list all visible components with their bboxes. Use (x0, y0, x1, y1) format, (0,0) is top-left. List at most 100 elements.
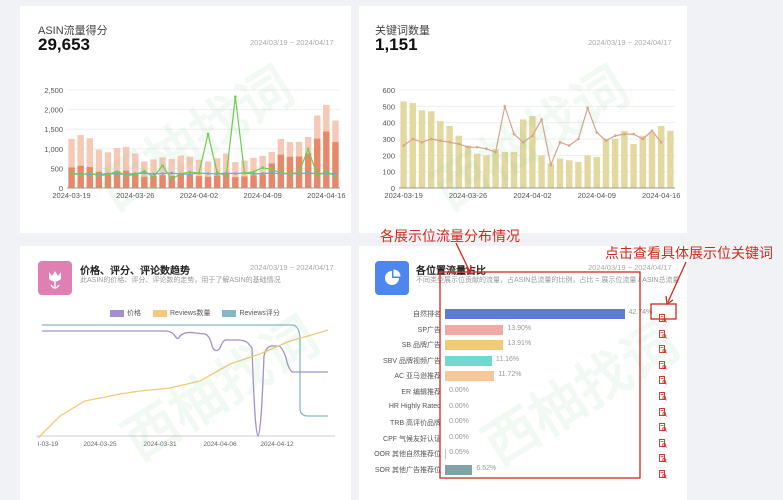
keyword-bar (418, 110, 426, 188)
view-keywords-icon[interactable] (659, 435, 667, 448)
price-rating-chart[interactable]: I-03-19 2024-03-25 2024-03-31 2024-04-06 202… (20, 246, 351, 500)
keyword-bar (584, 155, 591, 188)
keyword-bar (427, 111, 435, 188)
x-tick-label: 2024-04-09 (578, 191, 616, 200)
bar-dark (195, 176, 203, 188)
line-point (88, 171, 92, 175)
view-keywords-icon[interactable] (659, 357, 667, 370)
keyword-bar (446, 125, 453, 188)
placement-row[interactable]: SP广告 13.90% (359, 324, 659, 336)
bar-light (232, 162, 239, 188)
placement-label: 自然排名 (413, 311, 441, 318)
placement-pct: 0.00% (449, 418, 469, 426)
line-point (270, 171, 274, 175)
x-tick-label: 2024-04-16 (307, 191, 345, 200)
line-point (334, 174, 337, 178)
bar-dark (304, 153, 312, 188)
placement-label: ER 编辑推荐 (401, 389, 441, 396)
line-point (623, 132, 626, 136)
line-point (411, 137, 415, 141)
bar-dark (268, 163, 275, 188)
bar-light (132, 153, 139, 188)
bar-dark (141, 176, 148, 188)
date-range: 2024/03/19 ~ 2024/04/17 (250, 263, 334, 272)
placement-label: SBV 品牌视频广告 (383, 357, 441, 365)
bar-dark (241, 176, 248, 188)
x-tick-label: 2024-04-02 (180, 191, 218, 200)
legend-swatch (222, 309, 237, 317)
placement-row[interactable]: SOR 其他广告推荐位 6.52% (359, 464, 659, 476)
line-point (512, 132, 516, 136)
legend-label: 价格 (127, 310, 141, 317)
bar-light (68, 139, 75, 188)
card-value: 1,151 (375, 35, 418, 54)
x-tick-label: 2024-04-12 (260, 441, 294, 448)
bar-dark (213, 175, 221, 188)
keyword-bar (464, 145, 472, 188)
keyword-bar (455, 135, 463, 188)
placement-row[interactable]: CPF 气候友好认证 0.00% (359, 433, 659, 445)
placement-row[interactable]: HR Highly Rated 0.00% (359, 402, 659, 414)
keyword-bar (483, 155, 490, 188)
bar-light (104, 152, 112, 188)
bar-dark (150, 175, 157, 188)
keyword-bar (593, 156, 601, 188)
view-keywords-icon[interactable] (659, 388, 667, 401)
annotation-right: 点击查看具体展示位关键词 (605, 247, 773, 262)
keyword-bar (501, 152, 509, 188)
line-point (206, 132, 210, 136)
card-title: ASIN流量得分 (38, 25, 108, 37)
keyword-bar (667, 130, 674, 188)
view-keywords-icon[interactable] (659, 404, 667, 417)
placement-bar (445, 309, 625, 319)
x-tick-label: 2024-03-26 (449, 191, 487, 200)
placement-row[interactable]: TRB 高评价品牌 0.00% (359, 417, 659, 429)
line-point (161, 172, 164, 175)
view-keywords-icon[interactable] (659, 310, 667, 323)
keyword-bar (556, 158, 564, 188)
date-range: 2024/03/19 ~ 2024/04/17 (588, 263, 672, 272)
bar-light (223, 153, 230, 188)
tulip-icon (38, 261, 72, 295)
bar-light (259, 155, 266, 188)
placement-row[interactable]: SB 品牌广告 13.91% (359, 339, 659, 351)
bar-dark (259, 174, 266, 188)
legend-item-reviews-count[interactable]: Reviews数量 (153, 308, 210, 318)
annotation-left: 各展示位流量分布情况 (380, 230, 520, 245)
view-keywords-icon[interactable] (659, 372, 667, 386)
bar-dark (232, 177, 239, 188)
line-point (466, 145, 470, 149)
bar-dark (86, 167, 93, 188)
bar-dark (277, 154, 285, 188)
view-keywords-icon[interactable] (659, 450, 667, 464)
x-tick-label: 2024-04-16 (642, 191, 680, 200)
placement-row[interactable]: 自然排名 42.74% (359, 308, 659, 320)
line-point (188, 170, 192, 174)
line-point (224, 174, 228, 178)
x-tick-label: I-03-19 (38, 441, 59, 448)
view-keywords-icon[interactable] (659, 341, 667, 354)
line-point (650, 129, 654, 133)
placement-row[interactable]: ER 编辑推荐 0.00% (359, 386, 659, 398)
placement-row[interactable]: OOR 其他自然推荐位 0.05% (359, 448, 659, 460)
line-point (457, 142, 461, 146)
legend-item-reviews-rating[interactable]: Reviews评分 (222, 308, 280, 318)
bar-dark (168, 175, 175, 188)
y-tick-label: 300 (382, 135, 395, 144)
line-point (641, 137, 645, 141)
view-keywords-icon[interactable] (659, 419, 667, 432)
x-tick-label: 2024-03-25 (83, 441, 117, 448)
line-point (206, 172, 210, 175)
placement-label: SB 品牌广告 (401, 342, 441, 350)
placement-row[interactable]: AC 亚马逊推荐 11.72% (359, 370, 659, 382)
view-keywords-icon[interactable] (659, 466, 667, 479)
series-line-green (71, 96, 336, 180)
line-point (288, 172, 292, 176)
legend-item-price[interactable]: 价格 (110, 308, 141, 318)
placement-label: CPF 气候友好认证 (383, 435, 441, 443)
view-keywords-icon[interactable] (659, 326, 667, 339)
line-point (448, 140, 451, 144)
placement-row[interactable]: SBV 品牌视频广告 11.16% (359, 355, 659, 367)
